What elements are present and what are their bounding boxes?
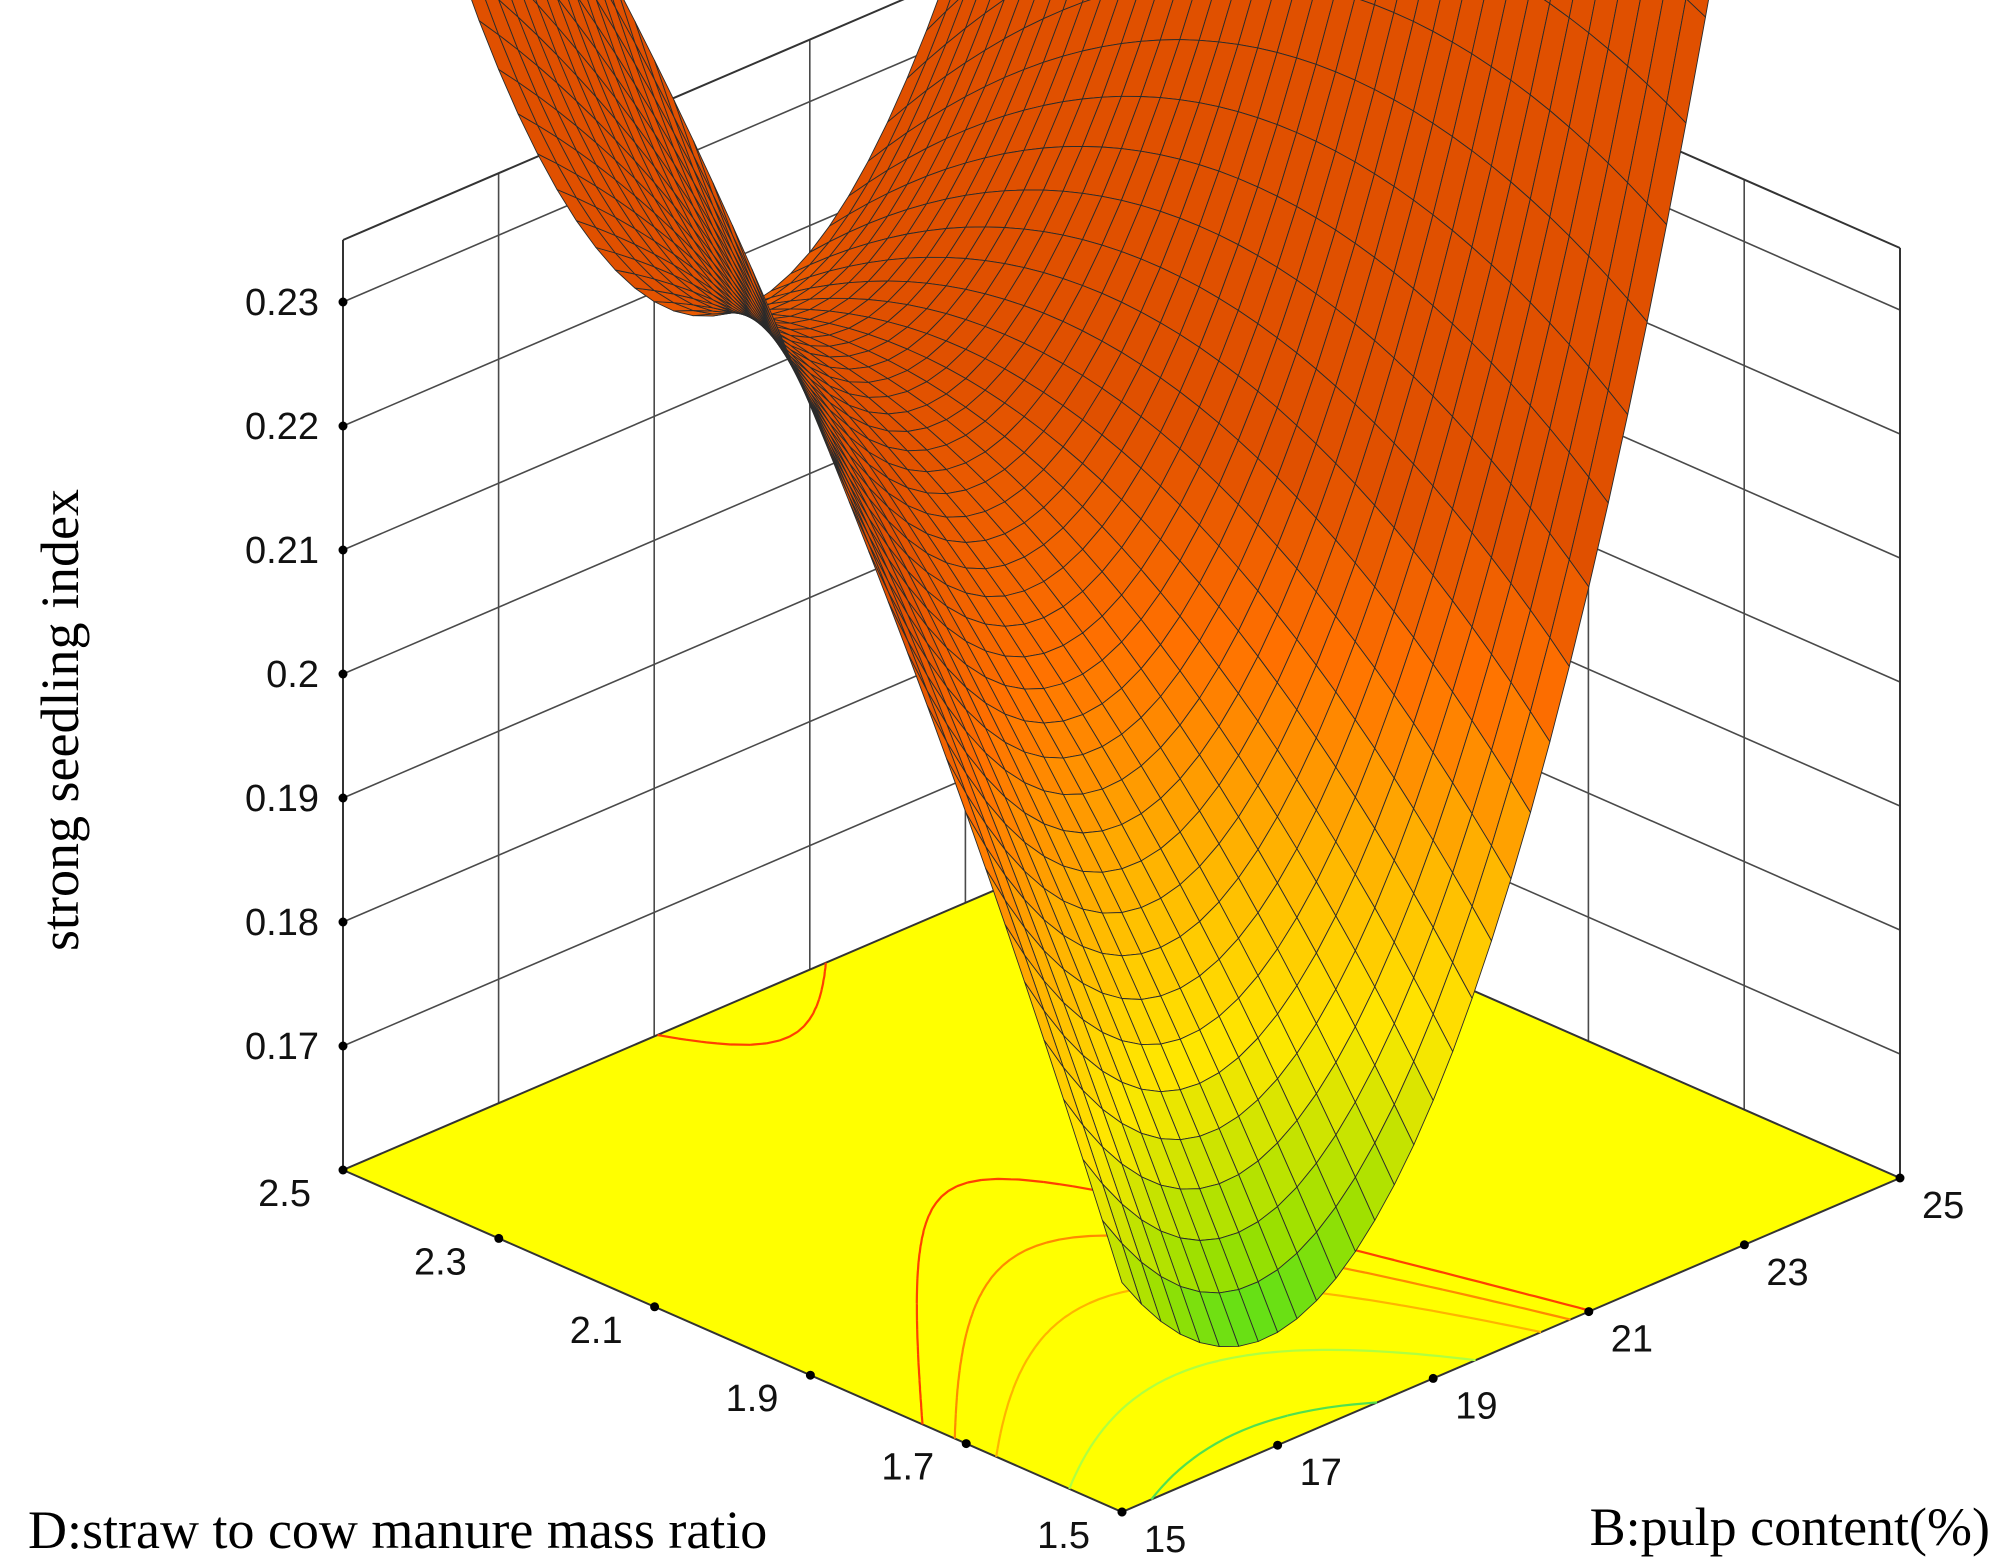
y-tick-mark bbox=[1428, 1373, 1438, 1383]
y-tick-mark bbox=[1739, 1240, 1749, 1250]
response-surface bbox=[471, 0, 1709, 1348]
y-tick-label: 23 bbox=[1766, 1252, 1808, 1294]
x-axis-title: D:straw to cow manure mass ratio bbox=[28, 1500, 767, 1560]
x-tick-label: 1.5 bbox=[1037, 1515, 1090, 1557]
z-tick-label: 0.17 bbox=[245, 1026, 319, 1068]
z-tick-label: 0.22 bbox=[245, 406, 319, 448]
contour-line bbox=[1068, 1348, 1476, 1490]
x-tick-mark bbox=[494, 1233, 504, 1243]
z-tick-mark bbox=[338, 297, 348, 307]
z-tick-mark bbox=[338, 421, 348, 431]
y-tick-label: 25 bbox=[1922, 1185, 1964, 1227]
z-tick-mark bbox=[338, 793, 348, 803]
x-tick-label: 2.5 bbox=[258, 1173, 311, 1215]
z-tick-label: 0.2 bbox=[266, 654, 319, 696]
axes-ticks: 0.23 0.22 0.21 0.2 0.19 0.18 0.17 2.5 2.3 2.1 1.9 1… bbox=[245, 282, 1964, 1561]
contour-line bbox=[953, 1234, 1571, 1439]
y-tick-label: 15 bbox=[1144, 1519, 1186, 1561]
z-axis-title: strong seedling index bbox=[30, 489, 90, 951]
z-tick-label: 0.21 bbox=[245, 530, 319, 572]
z-tick-label: 0.19 bbox=[245, 778, 319, 820]
y-tick-mark bbox=[1117, 1507, 1127, 1517]
z-tick-mark bbox=[338, 545, 348, 555]
x-tick-mark bbox=[338, 1165, 348, 1175]
z-tick-label: 0.23 bbox=[245, 282, 319, 324]
z-tick-label: 0.18 bbox=[245, 902, 319, 944]
y-tick-label: 19 bbox=[1455, 1385, 1497, 1427]
z-tick-mark bbox=[338, 669, 348, 679]
x-tick-label: 1.7 bbox=[881, 1447, 934, 1489]
y-tick-mark bbox=[1273, 1440, 1283, 1450]
y-tick-mark bbox=[1584, 1307, 1594, 1317]
z-tick-mark bbox=[338, 1041, 348, 1051]
x-tick-label: 1.9 bbox=[726, 1378, 779, 1420]
y-tick-label: 17 bbox=[1300, 1452, 1342, 1494]
y-tick-label: 21 bbox=[1611, 1319, 1653, 1361]
contour-line bbox=[1150, 1401, 1378, 1501]
x-tick-label: 2.3 bbox=[414, 1241, 467, 1283]
x-tick-mark bbox=[961, 1439, 971, 1449]
y-tick-mark bbox=[1895, 1173, 1905, 1183]
x-tick-label: 2.1 bbox=[570, 1310, 623, 1352]
x-tick-mark bbox=[650, 1302, 660, 1312]
y-axis-title: B:pulp content(%) bbox=[1590, 1497, 1990, 1557]
z-tick-mark bbox=[338, 917, 348, 927]
x-tick-mark bbox=[805, 1370, 815, 1380]
surface-cell bbox=[1102, 1220, 1142, 1305]
